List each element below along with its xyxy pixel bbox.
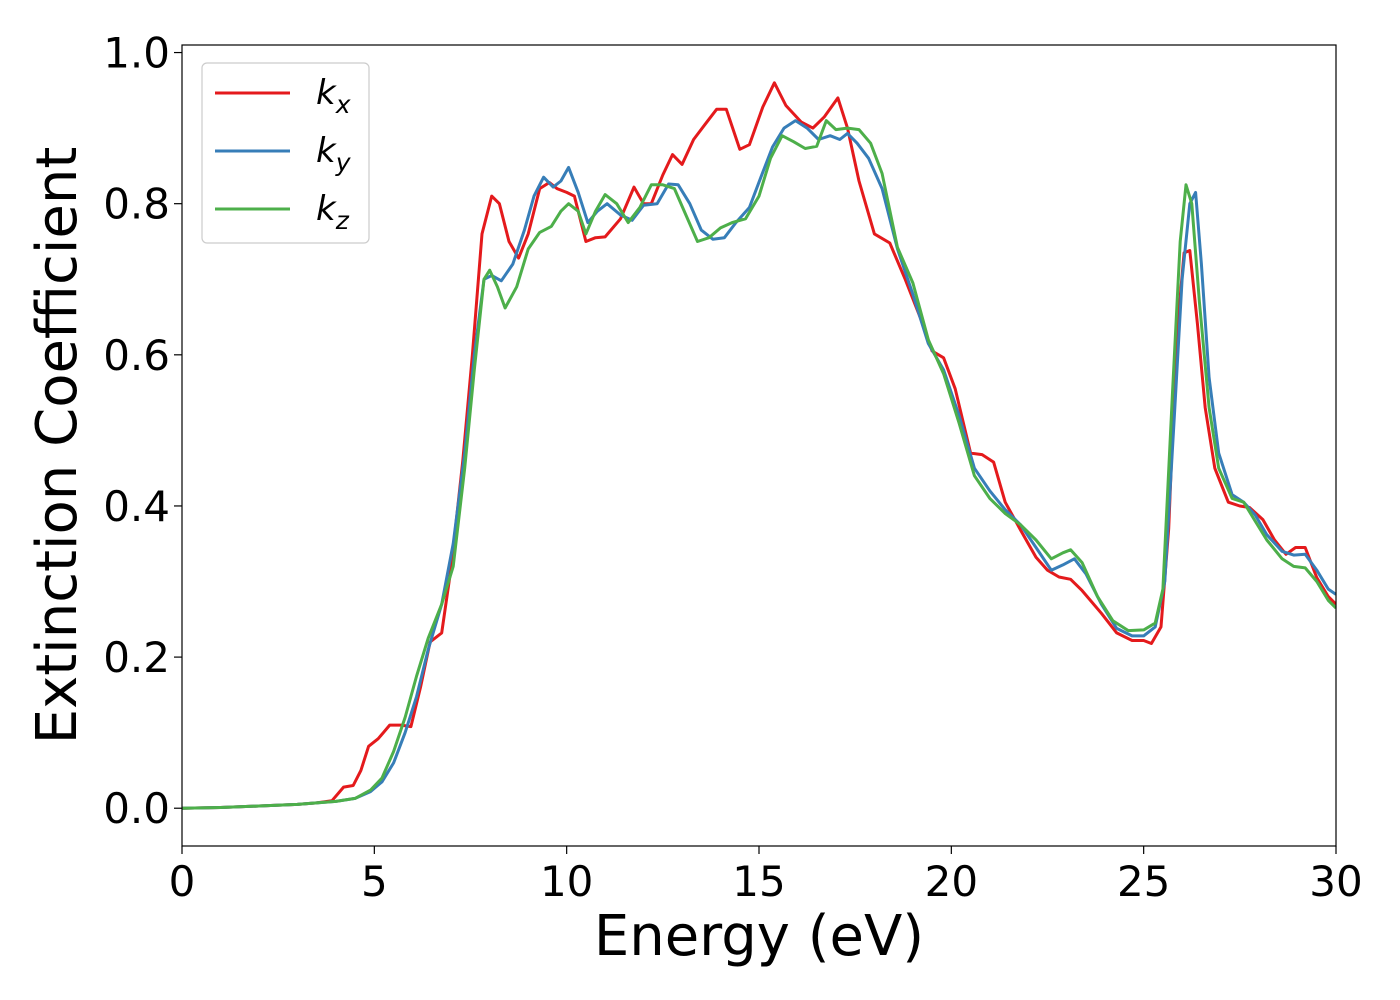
y-tick-label: 0.4: [103, 482, 170, 531]
series-layer: [182, 81, 1336, 810]
x-tick-label: 10: [540, 857, 593, 906]
legend: kx ky kz: [201, 62, 370, 244]
y-tick-label: 0.2: [103, 633, 170, 682]
x-tick-label: 0: [169, 857, 196, 906]
y-tick-label: 0.0: [103, 784, 170, 833]
x-axis-title: Energy (eV): [594, 904, 924, 969]
y-axis-title: Extinction Coefficient: [25, 147, 90, 745]
y-tick-label: 0.8: [103, 180, 170, 229]
ticks-layer: 0 5 10 15 20 25 30 0.0 0.2 0.4 0.6 0.8 1.0: [103, 29, 1363, 906]
series-line-z: [182, 119, 1336, 810]
legend-label-x: kx: [316, 73, 351, 119]
x-tick-label: 5: [361, 857, 388, 906]
x-tick-label: 30: [1309, 857, 1362, 906]
x-tick-label: 25: [1117, 857, 1170, 906]
legend-label-z: kz: [316, 189, 350, 235]
y-tick-label: 0.6: [103, 331, 170, 380]
x-tick-label: 20: [925, 857, 978, 906]
y-tick-label: 1.0: [103, 29, 170, 78]
x-tick-label: 15: [732, 857, 785, 906]
legend-label-y: ky: [316, 131, 352, 177]
legend-box: [201, 62, 370, 244]
